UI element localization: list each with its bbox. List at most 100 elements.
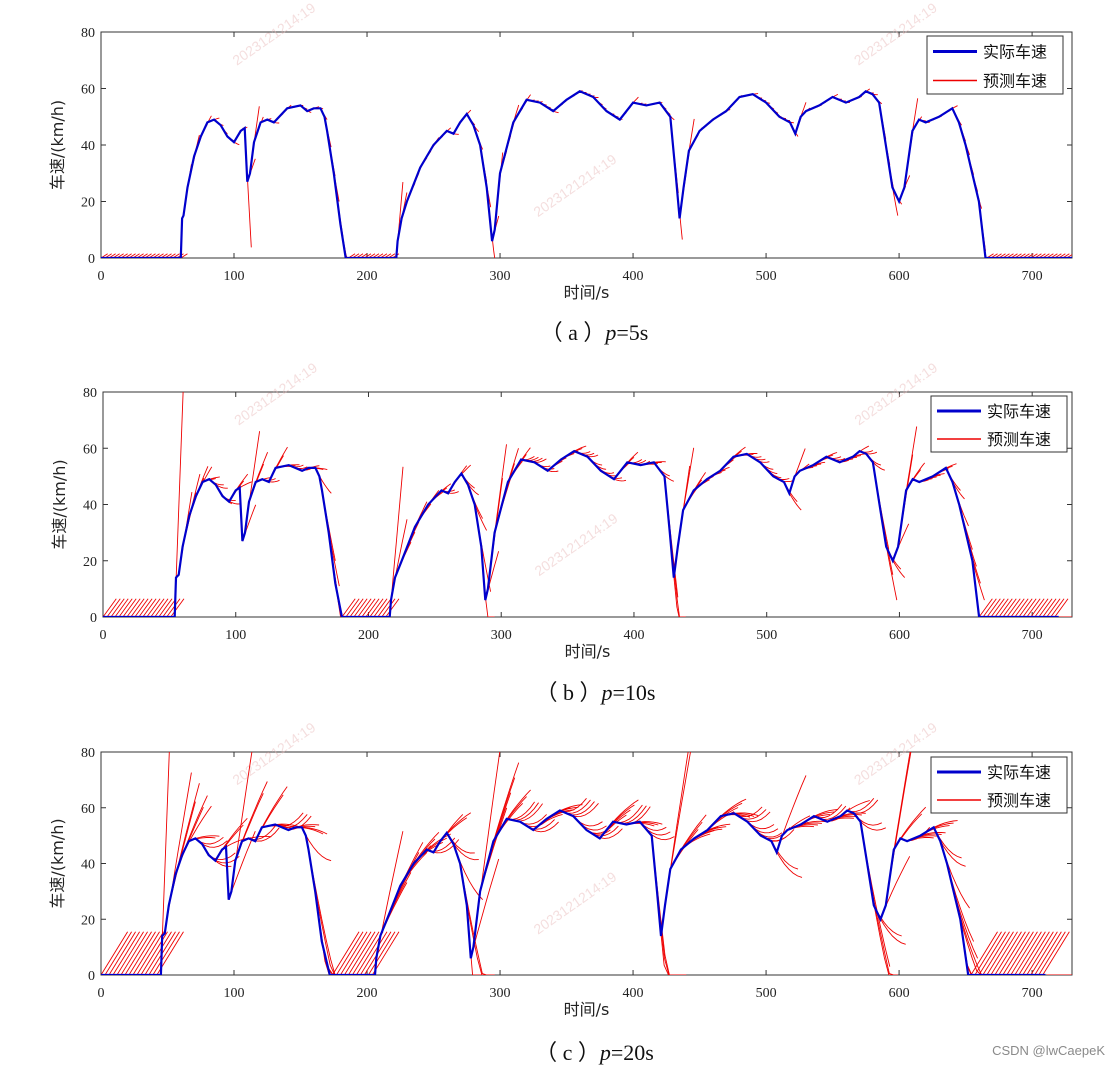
x-tick-label: 0 <box>98 269 105 284</box>
predicted-speed-segment <box>1010 931 1038 975</box>
x-axis-label: 时间/s <box>565 642 611 661</box>
predicted-speed-segment <box>851 799 879 814</box>
caption-prefix: （ b ） <box>536 680 602 705</box>
predicted-speed-segment <box>958 913 986 975</box>
predicted-speed-segment <box>166 598 181 617</box>
predicted-speed-segment <box>946 863 975 942</box>
y-tick-label: 0 <box>90 611 97 626</box>
predicted-speed-segment <box>124 931 152 975</box>
predicted-speed-segment <box>365 598 380 617</box>
panel-3: 0 100 200 300 400 500 600 700 0 20 40 60 80 时间/s 车速/(k… <box>48 719 1073 1065</box>
predicted-speed-segment <box>116 931 144 975</box>
x-tick-label: 600 <box>889 628 910 643</box>
watermark-text: 2023121214:19 <box>530 151 619 220</box>
y-axis-label: 车速/(km/h) <box>50 459 69 549</box>
predicted-speed-segment <box>385 598 400 617</box>
x-tick-label: 400 <box>623 269 644 284</box>
predicted-speed-segment <box>787 490 802 511</box>
predicted-speed-segment <box>1050 598 1065 617</box>
predicted-speed-segment <box>160 752 170 975</box>
predicted-speed-segment <box>667 752 691 888</box>
predicted-speed-segment <box>144 931 172 975</box>
predicted-speed-segment <box>447 834 475 854</box>
y-tick-label: 20 <box>83 555 97 570</box>
predicted-speed-segment <box>978 931 1006 975</box>
predicted-speed-segment <box>1038 931 1066 975</box>
x-tick-label: 0 <box>98 986 105 1001</box>
predicted-speed-segment <box>423 833 451 853</box>
predicted-speed-segment <box>108 931 136 975</box>
predicted-speed-segment <box>232 752 253 882</box>
predicted-speed-segment <box>611 799 639 824</box>
predicted-speed-segment <box>130 598 145 617</box>
predicted-speed-segment <box>1018 931 1046 975</box>
predicted-speed-segment <box>367 931 396 975</box>
watermark-text: 2023121214:19 <box>532 510 621 579</box>
x-tick-label: 200 <box>358 628 379 643</box>
predicted-speed-segment <box>373 598 388 617</box>
y-tick-label: 80 <box>81 746 95 761</box>
x-tick-label: 700 <box>1022 986 1043 1001</box>
predicted-speed-segment <box>1038 598 1053 617</box>
predicted-speed-segment <box>1014 931 1042 975</box>
predicted-speed-segment <box>503 789 531 824</box>
predicted-speed-segment <box>345 598 360 617</box>
predicted-speed-segment <box>974 931 1002 975</box>
predicted-speed-segment <box>158 598 173 617</box>
predicted-speed-segment <box>938 838 966 867</box>
y-tick-label: 0 <box>88 969 95 984</box>
predicted-speed-segment <box>340 931 368 975</box>
predicted-speed-segment <box>1034 598 1049 617</box>
panel-1: 0 100 200 300 400 500 600 700 0 20 40 60 80 时间/s 车速/(k… <box>48 0 1073 345</box>
x-tick-label: 300 <box>490 986 511 1001</box>
predicted-speed-segment <box>1042 931 1070 975</box>
predicted-speed-segment <box>112 931 140 975</box>
predicted-speed-segment <box>1046 598 1061 617</box>
predicted-speed-segment <box>122 598 137 617</box>
actual-speed-series <box>101 809 1046 975</box>
y-tick-label: 0 <box>88 252 95 267</box>
predicted-speed-segment <box>990 931 1018 975</box>
y-tick-label: 60 <box>81 802 95 817</box>
predicted-speed-segment <box>356 931 384 975</box>
y-tick-label: 40 <box>81 139 95 154</box>
legend-label: 实际车速 <box>987 763 1051 782</box>
x-tick-label: 600 <box>889 986 910 1001</box>
predicted-speed-segment <box>1030 931 1058 975</box>
predicted-speed-segment <box>253 452 269 487</box>
predicted-speed-segment <box>986 598 1001 617</box>
watermark-text: 2023121214:19 <box>229 719 318 788</box>
predicted-speed-segment <box>320 931 348 975</box>
predicted-speed-segment <box>162 598 177 617</box>
predicted-speed-segment <box>1030 598 1045 617</box>
caption-prefix: （ c ） <box>535 1040 600 1065</box>
predicted-speed-segment <box>110 598 125 617</box>
predicted-speed-segment <box>1014 598 1029 617</box>
predicted-speed-segment <box>1026 598 1041 617</box>
panel-caption: （ a ）p=5s <box>541 320 649 345</box>
predicted-speed-segment <box>775 849 803 878</box>
predicted-speed-segment <box>369 598 384 617</box>
watermark-text: 2023121214:19 <box>851 359 940 428</box>
predicted-speed-segment <box>101 931 128 975</box>
x-tick-label: 300 <box>490 269 511 284</box>
predicted-speed-segment <box>994 598 1009 617</box>
predicted-speed-segment <box>361 598 376 617</box>
predicted-speed-segment <box>847 798 875 813</box>
predicted-speed-segment <box>443 812 472 837</box>
predicted-speed-segment <box>170 598 185 617</box>
predicted-speed-segment <box>679 814 707 853</box>
panel-caption: （ c ）p=20s <box>535 1040 654 1065</box>
predicted-speed-segment <box>174 392 184 617</box>
plot-area <box>103 392 1072 617</box>
predicted-speed-segment <box>1018 598 1033 617</box>
predicted-speed-segment <box>140 931 168 975</box>
predicted-speed-segment <box>890 752 911 869</box>
y-axis-label: 车速/(km/h) <box>48 100 67 190</box>
predicted-speed-segment <box>511 802 539 821</box>
x-tick-label: 100 <box>224 986 245 1001</box>
caption-prefix: （ a ） <box>541 320 606 345</box>
predicted-speed-segment <box>978 598 993 617</box>
predicted-speed-segment <box>986 931 1014 975</box>
